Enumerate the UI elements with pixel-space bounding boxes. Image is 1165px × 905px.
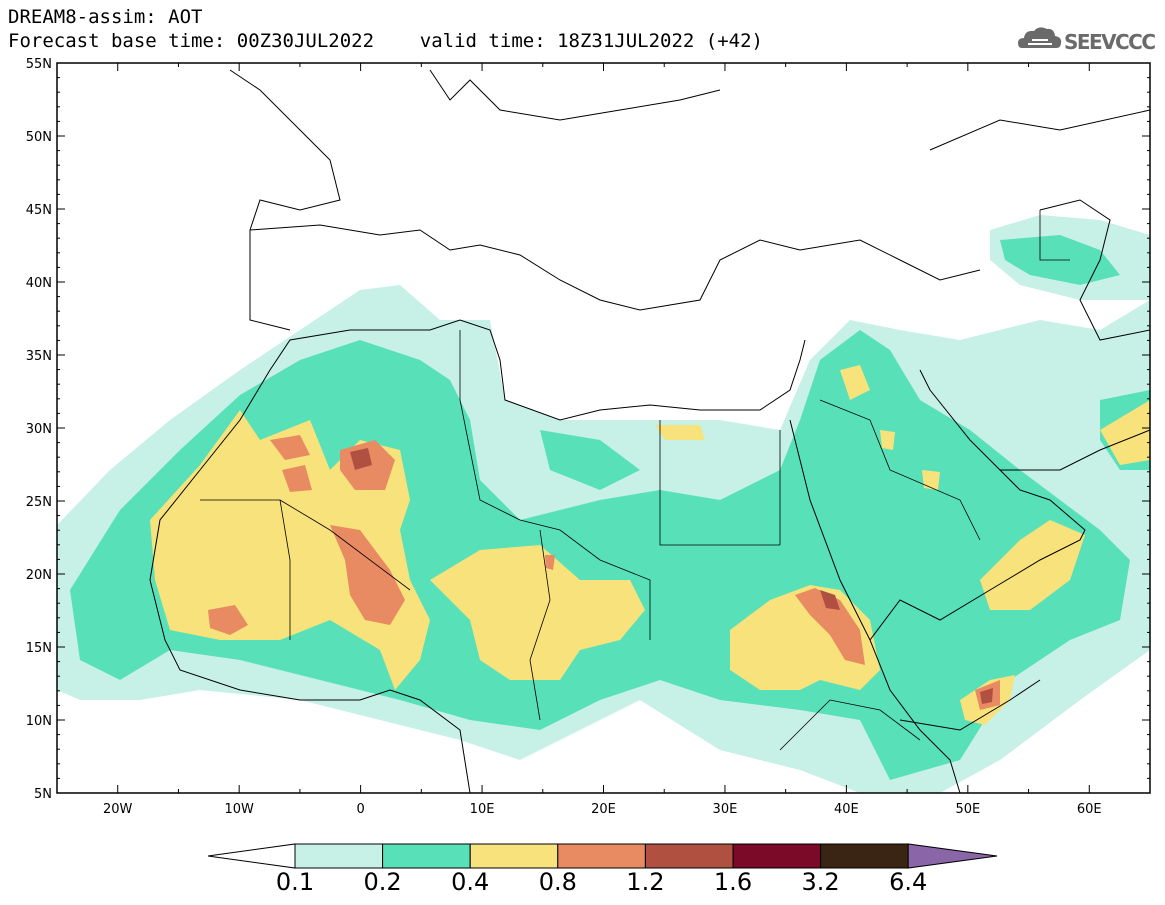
colorbar-swatch [469, 843, 559, 869]
lon-label: 10W [224, 802, 254, 817]
lat-label: 50N [26, 130, 52, 145]
colorbar-tick-label: 0.1 [275, 868, 315, 896]
lon-label: 10E [470, 802, 495, 817]
colorbar-tick-label: 3.2 [801, 868, 840, 896]
aot-field [57, 215, 1150, 793]
lat-label: 55N [26, 57, 52, 72]
axis-ticks [56, 62, 1151, 794]
lat-label: 40N [26, 276, 52, 291]
colorbar-swatch [294, 843, 384, 869]
map-title: DREAM8-assim: AOT [8, 6, 203, 28]
colorbar-tick-label: 0.4 [451, 868, 490, 896]
colorbar-swatch [644, 843, 734, 869]
colorbar-swatch [557, 843, 646, 869]
colorbar-tick-label: 0.2 [363, 868, 402, 896]
lon-label: 40E [834, 802, 859, 817]
coastlines [149, 69, 1150, 793]
colorbar-tick-label: 1.2 [626, 868, 665, 896]
colorbar-low-arrow [207, 843, 296, 869]
forecast-time-line: Forecast base time: 00Z30JUL2022 valid t… [8, 30, 763, 52]
lat-label: 15N [26, 641, 52, 656]
lon-label: 50E [955, 802, 980, 817]
lat-label: 10N [26, 714, 52, 729]
colorbar-tick-label: 6.4 [889, 868, 928, 896]
lat-label: 45N [26, 203, 52, 218]
lon-label: 60E [1077, 802, 1102, 817]
lon-label: 20W [103, 802, 133, 817]
colorbar-tick-label: 0.8 [538, 868, 577, 896]
cloud-icon [1018, 27, 1062, 48]
axis-labels: 20W 10W 0 10E 20E 30E 40E 50E 60E 55N 50N 45N 40N 35N… [26, 57, 1102, 817]
colorbar-swatch [820, 843, 909, 869]
lat-label: 5N [34, 787, 52, 802]
colorbar-high-arrow [907, 843, 998, 869]
colorbar-swatch [382, 843, 471, 869]
lat-label: 30N [26, 422, 52, 437]
colorbar-swatch [732, 843, 822, 869]
seevccc-logo: SEEVCCC [1018, 27, 1156, 54]
lat-label: 35N [26, 349, 52, 364]
country-borders [200, 210, 1070, 751]
colorbar [207, 843, 998, 869]
lat-label: 25N [26, 495, 52, 510]
lon-label: 30E [713, 802, 738, 817]
lat-label: 20N [26, 568, 52, 583]
lon-label: 20E [591, 802, 616, 817]
colorbar-tick-label: 1.6 [713, 868, 753, 896]
lon-label: 0 [356, 802, 364, 817]
logo-text: SEEVCCC [1064, 30, 1156, 54]
